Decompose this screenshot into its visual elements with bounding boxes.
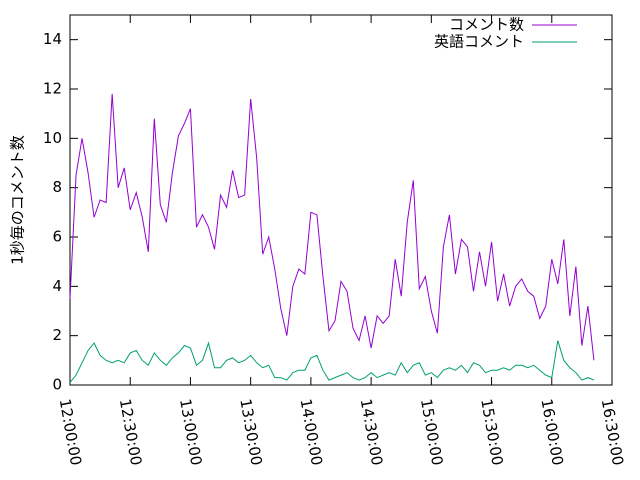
y-tick-label: 2 [52, 326, 62, 344]
y-tick-label: 12 [43, 80, 62, 98]
y-tick-label: 8 [52, 178, 62, 196]
y-tick-label: 10 [43, 129, 62, 147]
x-tick-label: 16:30:00 [598, 397, 627, 466]
x-tick-label: 13:00:00 [176, 397, 205, 466]
x-tick-label: 12:30:00 [116, 397, 145, 466]
plot-frame [69, 14, 613, 386]
x-tick-label: 15:00:00 [417, 397, 446, 466]
y-tick-label: 0 [52, 376, 62, 394]
y-axis-label: 1秒毎のコメント数 [9, 135, 27, 265]
x-tick-label: 12:00:00 [56, 397, 85, 466]
x-tick-label: 13:30:00 [236, 397, 265, 466]
x-tick-label: 16:00:00 [537, 397, 566, 466]
y-tick-label: 6 [52, 228, 62, 246]
legend-label: コメント数 [449, 16, 524, 34]
y-tick-label: 14 [43, 30, 62, 48]
data-line [69, 340, 595, 383]
x-tick-label: 14:30:00 [357, 397, 386, 466]
x-tick-label: 14:00:00 [297, 397, 326, 466]
y-tick-label: 4 [52, 277, 62, 295]
x-tick-label: 15:30:00 [477, 397, 506, 466]
legend-label: 英語コメント [434, 33, 524, 51]
data-line [69, 93, 595, 361]
